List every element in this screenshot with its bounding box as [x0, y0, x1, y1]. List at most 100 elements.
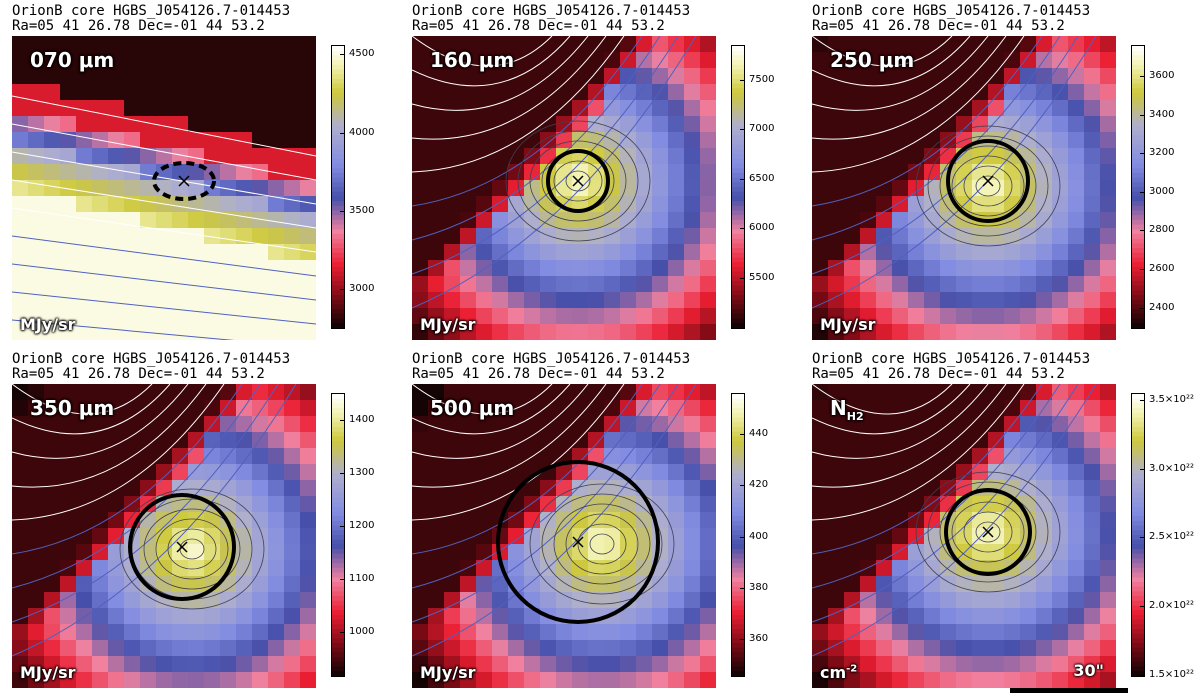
colorbar-segment — [332, 558, 344, 564]
map-pixel — [428, 672, 445, 688]
map-pixel — [412, 400, 429, 417]
map-pixel — [908, 656, 925, 673]
map-pixel — [92, 228, 109, 245]
map-pixel — [636, 640, 653, 657]
colorbar-segment — [332, 304, 344, 310]
colorbar-segment — [332, 657, 344, 663]
map-pixel — [236, 656, 253, 673]
map-pixel — [28, 164, 45, 181]
map-pixel — [460, 100, 477, 117]
map-pixel — [812, 212, 829, 229]
map-pixel — [556, 100, 573, 117]
colorbar-segment — [732, 497, 744, 503]
map-pixel — [1084, 180, 1101, 197]
map-pixel — [620, 432, 637, 449]
map-pixel — [1036, 116, 1053, 133]
map-pixel — [556, 132, 573, 149]
map-pixel — [76, 592, 93, 609]
colorbar-tick-label: 3400 — [1149, 108, 1175, 120]
colorbar-segment — [1132, 394, 1144, 400]
map-pixel — [972, 400, 989, 417]
map-pixel — [124, 400, 141, 417]
colorbar-tick — [340, 526, 344, 528]
map-pixel — [412, 308, 429, 325]
map-pixel — [860, 244, 877, 261]
map-pixel — [876, 432, 893, 449]
map-pixel — [684, 400, 701, 417]
map-pixel — [172, 228, 189, 245]
map-pixel — [1084, 68, 1101, 85]
map-pixel — [972, 640, 989, 657]
map-pixel — [1052, 292, 1069, 309]
colorbar-segment — [1132, 629, 1144, 635]
map-pixel — [412, 244, 429, 261]
colorbar-segment — [1132, 93, 1144, 99]
map-pixel — [588, 624, 605, 641]
map-pixel — [444, 244, 461, 261]
map-pixel — [988, 260, 1005, 277]
map-pixel — [60, 464, 77, 481]
map-pixel — [28, 576, 45, 593]
map-pixel — [524, 560, 541, 577]
map-pixel — [684, 656, 701, 673]
colorbar-segment — [332, 633, 344, 639]
map-pixel — [908, 592, 925, 609]
colorbar-segment — [1132, 219, 1144, 226]
map-pixel — [924, 560, 941, 577]
map-pixel — [284, 640, 301, 657]
map-pixel — [124, 432, 141, 449]
map-pixel — [1100, 52, 1116, 69]
map-pixel — [284, 656, 301, 673]
map-pixel — [156, 416, 173, 433]
map-pixel — [1020, 672, 1037, 688]
map-pixel — [652, 480, 669, 497]
map-pixel — [892, 464, 909, 481]
colorbar-segment — [732, 252, 744, 258]
map-pixel — [12, 496, 29, 513]
colorbar-tick — [1140, 114, 1144, 116]
map-pixel — [444, 400, 461, 417]
map-pixel — [892, 448, 909, 465]
map-pixel — [204, 244, 221, 261]
map-pixel — [1004, 52, 1021, 69]
map-pixel — [620, 308, 637, 325]
map-pixel — [924, 672, 941, 688]
map-pixel — [700, 400, 716, 417]
map-pixel — [236, 228, 253, 245]
map-pixel — [492, 100, 509, 117]
map-pixel — [140, 276, 157, 293]
map-pixel — [460, 244, 477, 261]
map-pixel — [828, 448, 845, 465]
contour-line — [915, 471, 1061, 593]
map-pixel — [572, 52, 589, 69]
map-pixel — [492, 244, 509, 261]
map-pixel — [940, 480, 957, 497]
map-pixel — [140, 196, 157, 213]
map-pixel — [1100, 544, 1116, 561]
unit-label: MJy/sr — [420, 315, 476, 334]
peak-marker-icon — [572, 175, 584, 187]
colorbar-segment — [332, 398, 344, 404]
colorbar-segment — [1132, 478, 1144, 484]
map-pixel — [44, 480, 61, 497]
map-pixel — [876, 180, 893, 197]
contour-line — [155, 518, 229, 580]
colorbar-segment — [1132, 582, 1144, 588]
map-pixel — [188, 36, 205, 53]
map-pixel — [620, 180, 637, 197]
contour-line — [951, 501, 1025, 563]
map-pixel — [476, 464, 493, 481]
colorbar-segment — [732, 426, 744, 433]
colorbar-segment — [732, 473, 744, 480]
map-pixel — [828, 116, 845, 133]
map-pixel — [188, 116, 205, 133]
map-pixel — [412, 180, 429, 197]
map-pixel — [460, 448, 477, 465]
colorbar-segment — [732, 441, 744, 447]
map-pixel — [188, 624, 205, 641]
map-pixel — [268, 132, 285, 149]
map-pixel — [252, 292, 269, 309]
map-pixel — [924, 384, 941, 401]
map-pixel — [812, 132, 829, 149]
map-pixel — [156, 212, 173, 229]
